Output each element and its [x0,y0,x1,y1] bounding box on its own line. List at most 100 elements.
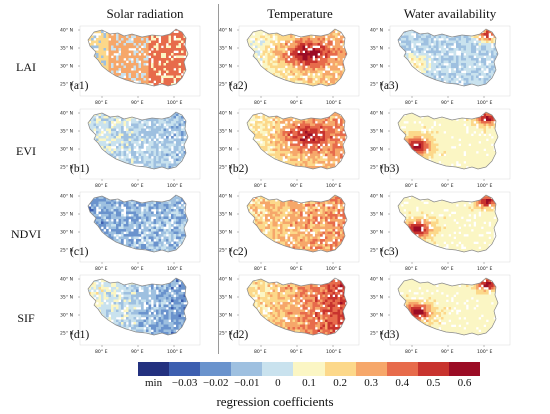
regression-map: 40° N 35° N 30° N 25° N 80° E 90° E 100° E [219,108,360,189]
longitude-label: 100° E [477,349,493,355]
longitude-label: 100° E [167,349,183,355]
row-label-sif: SIF [17,311,35,325]
map-frame [238,191,360,263]
map-frame [389,274,511,346]
longitude-label: 100° E [477,266,493,272]
latitude-label: 40° N [370,28,383,34]
latitude-label: 40° N [219,28,232,34]
longitude-label: 100° E [477,183,493,189]
latitude-label: 25° N [219,248,232,254]
longitude-label: 100° E [167,266,183,272]
latitude-label: 35° N [219,129,232,135]
colorbar-tick-label: 0.1 [302,377,316,389]
longitude-label: 80° E [95,183,108,189]
longitude-label: 90° E [131,100,144,106]
column-title-water-availability: Water availability [403,6,497,21]
map-panel-lai-temperature: 40° N 35° N 30° N 25° N 80° E 90° E 100° E (a2) [217,24,367,110]
latitude-label: 35° N [60,212,73,218]
latitude-label: 35° N [370,212,383,218]
longitude-label: 90° E [131,183,144,189]
latitude-label: 25° N [370,165,383,171]
colorbar-segment [324,362,356,376]
colorbar-title: regression coefficients [216,394,334,409]
plateau-boundary [246,194,348,253]
colorbar-segment [386,362,418,376]
colorbar-segment [293,362,325,376]
map-panel-ndvi-water-availability: 40° N 35° N 30° N 25° N 80° E 90° E 100° E (c3) [368,190,518,276]
map-frame [79,191,201,263]
latitude-label: 25° N [370,248,383,254]
longitude-label: 80° E [95,100,108,106]
longitude-label: 100° E [167,183,183,189]
longitude-label: 80° E [254,100,267,106]
plateau-boundary [397,111,499,170]
plateau-boundary [87,28,189,87]
longitude-label: 90° E [290,349,303,355]
latitude-label: 30° N [219,313,232,319]
colorbar-segment [231,362,263,376]
panel-label: (b3) [380,163,400,175]
colorbar-tick-labels: min −0.03 −0.02 −0.01 0 0.1 0.2 0.3 0.4 0.5 0.6 [0,377,550,391]
panel-label: (d1) [70,329,90,341]
latitude-label: 40° N [370,194,383,200]
panel-label: (b2) [229,163,249,175]
longitude-label: 80° E [405,349,418,355]
plateau-boundary [246,111,348,170]
map-frame [79,274,201,346]
map-panel-sif-temperature: 40° N 35° N 30° N 25° N 80° E 90° E 100° E (d2) [217,273,367,359]
regression-map: 40° N 35° N 30° N 25° N 80° E 90° E 100° E [370,191,511,272]
colorbar-tick-label: 0.4 [395,377,410,389]
longitude-label: 90° E [290,100,303,106]
colorbar-tick-label: 0.2 [333,377,347,389]
column-divider [218,4,219,354]
raster-layer [398,112,498,169]
column-title-temperature: Temperature [267,6,333,21]
raster-layer [398,195,498,252]
latitude-label: 30° N [370,313,383,319]
colorbar-tick-label: 0.6 [457,377,472,389]
latitude-label: 40° N [370,111,383,117]
longitude-label: 100° E [477,100,493,106]
latitude-label: 30° N [219,64,232,70]
regression-map: 40° N 35° N 30° N 25° N 80° E 90° E 100° E [219,191,360,272]
plateau-boundary [87,111,189,170]
latitude-label: 35° N [60,295,73,301]
longitude-label: 100° E [326,183,342,189]
latitude-label: 35° N [219,212,232,218]
longitude-label: 100° E [326,100,342,106]
row-label-lai: LAI [16,60,36,74]
regression-map: 40° N 35° N 30° N 25° N 80° E 90° E 100° E [219,274,360,355]
latitude-label: 40° N [219,194,232,200]
regression-map: 40° N 35° N 30° N 25° N 80° E 90° E 100° E [370,274,511,355]
map-frame [79,108,201,180]
raster-layer [398,29,498,86]
latitude-label: 40° N [60,277,73,283]
longitude-label: 100° E [326,349,342,355]
colorbar-tick-label: 0 [275,377,281,389]
latitude-label: 30° N [60,64,73,70]
regression-map: 40° N 35° N 30° N 25° N 80° E 90° E 100° E [60,274,201,355]
panel-label: (a1) [70,80,89,92]
map-frame [389,191,511,263]
map-panel-evi-temperature: 40° N 35° N 30° N 25° N 80° E 90° E 100° E (b2) [217,107,367,193]
colorbar-segment [138,362,170,376]
longitude-label: 90° E [131,349,144,355]
row-label-ndvi: NDVI [11,227,41,241]
latitude-label: 25° N [60,331,73,337]
map-frame [238,108,360,180]
map-frame [79,25,201,97]
map-panel-sif-solar-radiation: 40° N 35° N 30° N 25° N 80° E 90° E 100° E (d1) [58,273,208,359]
map-frame [238,25,360,97]
colorbar-tick-label: 0.5 [426,377,441,389]
regression-map: 40° N 35° N 30° N 25° N 80° E 90° E 100° E [370,25,511,106]
latitude-label: 40° N [219,111,232,117]
regression-map: 40° N 35° N 30° N 25° N 80° E 90° E 100° E [60,25,201,106]
latitude-label: 30° N [370,64,383,70]
plateau-boundary [397,194,499,253]
plateau-boundary [397,28,499,87]
longitude-label: 80° E [405,183,418,189]
panel-label: (b1) [70,163,90,175]
colorbar-tick-label: min [144,377,163,389]
map-panel-sif-water-availability: 40° N 35° N 30° N 25° N 80° E 90° E 100° E (d3) [368,273,518,359]
panel-label: (d3) [380,329,400,341]
